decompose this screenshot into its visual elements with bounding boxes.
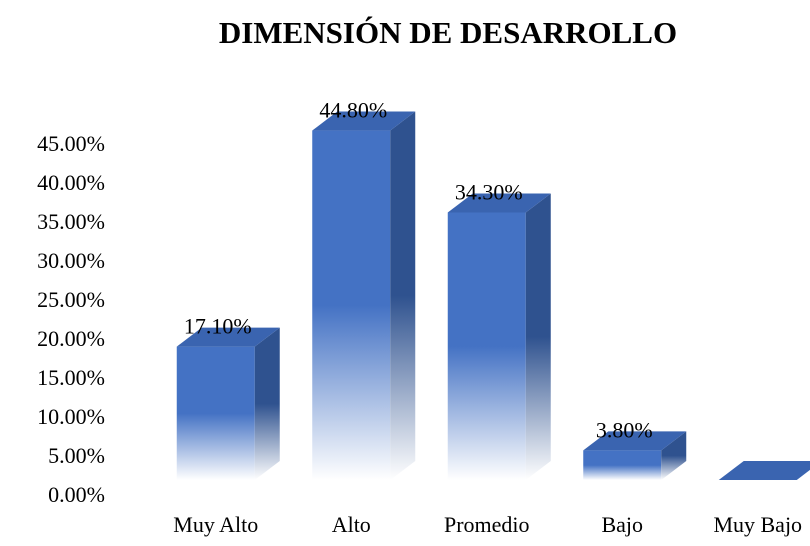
y-tick-label: 40.00% [37,170,105,195]
y-tick-label: 20.00% [37,326,105,351]
value-label: 34.30% [455,180,523,205]
bar-side [254,327,280,480]
bar-top [583,431,687,451]
bar-side [390,111,416,480]
x-tick-label: Muy Alto [173,512,258,537]
bar-front [447,212,526,480]
x-tick-label: Muy Bajo [713,512,802,537]
bar [583,431,687,480]
y-tick-label: 5.00% [48,443,105,468]
bar-top [312,111,416,131]
bar-top [447,193,551,213]
x-tick-label: Promedio [444,512,530,537]
y-tick-label: 0.00% [48,482,105,507]
bar-front [176,346,255,480]
value-label: 17.10% [184,314,252,339]
bar [312,111,416,480]
y-tick-label: 10.00% [37,404,105,429]
y-tick-label: 30.00% [37,248,105,273]
y-tick-label: 35.00% [37,209,105,234]
x-tick-label: Bajo [601,512,643,537]
bar-front [583,450,662,480]
value-label: 3.80% [596,417,653,442]
bar-top [718,461,810,480]
y-tick-label: 15.00% [37,365,105,390]
y-tick-label: 25.00% [37,287,105,312]
y-tick-label: 45.00% [37,131,105,156]
value-label: 44.80% [319,98,387,123]
bar-front [312,130,391,480]
x-tick-label: Alto [332,512,371,537]
chart-title: DIMENSIÓN DE DESARROLLO [219,15,677,50]
bar [447,193,551,480]
bar-side [525,193,551,480]
bar [176,327,280,480]
bar [718,461,810,480]
bar-side [661,431,687,480]
bar-top [176,327,280,347]
